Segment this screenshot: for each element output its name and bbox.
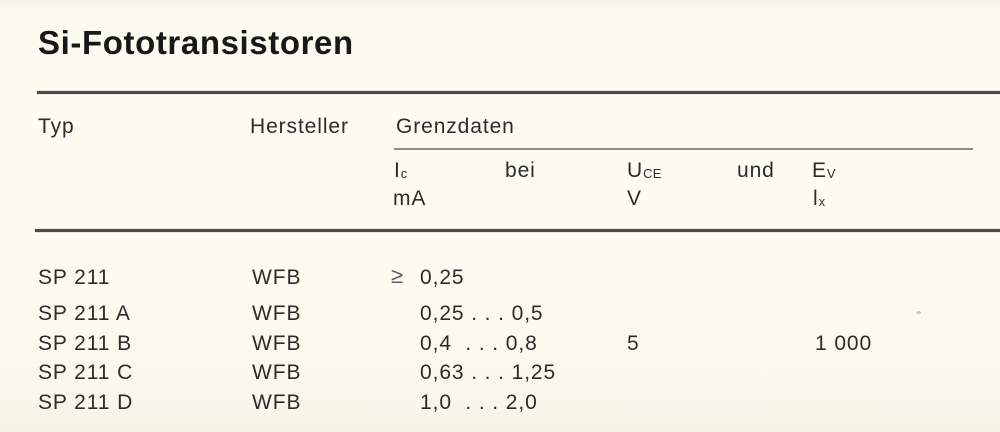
subheader-ev-symbol: EV — [812, 158, 836, 184]
ic-subscript: c — [400, 166, 408, 181]
unit-volt: V — [627, 187, 642, 210]
scan-speck — [916, 311, 921, 314]
cell-typ: SP 211 — [38, 266, 111, 289]
unit-ma: mA — [393, 187, 427, 210]
cell-hersteller: WFB — [252, 266, 302, 289]
lux-base: l — [813, 187, 819, 210]
header-divider-rule — [35, 229, 1000, 232]
cell-hersteller: WFB — [252, 332, 302, 355]
table-row: SP 211 D WFB 1,0 . . . 2,0 — [0, 390, 1000, 416]
cell-typ: SP 211 B — [38, 332, 132, 355]
cell-typ: SP 211 C — [38, 361, 134, 384]
subheader-und: und — [737, 159, 775, 182]
uce-subscript: CE — [643, 166, 662, 181]
lux-subscript: x — [818, 194, 826, 209]
ic-base: I — [394, 159, 401, 182]
ev-subscript: V — [826, 166, 836, 181]
greater-equal-symbol: ≥ — [391, 263, 404, 288]
table-row: SP 211 WFB ≥0,25 — [0, 263, 1000, 291]
cell-uce: 5 — [627, 332, 640, 355]
title-divider-rule — [37, 91, 1000, 94]
uce-base: U — [627, 159, 644, 182]
cell-ic: 0,4 . . . 0,8 — [420, 332, 538, 355]
cell-ic: ≥0,25 — [391, 263, 465, 291]
cell-ic: 0,63 . . . 1,25 — [420, 361, 557, 384]
ic-value: 0,25 — [420, 266, 465, 289]
cell-typ: SP 211 D — [38, 391, 134, 414]
cell-hersteller: WFB — [252, 391, 302, 414]
grenzdaten-underline-rule — [394, 148, 973, 150]
cell-hersteller: WFB — [252, 361, 302, 384]
subheader-ic-symbol: Ic — [394, 158, 408, 184]
column-header-typ: Typ — [38, 115, 75, 138]
cell-typ: SP 211 A — [38, 302, 131, 325]
column-header-grenzdaten: Grenzdaten — [396, 115, 515, 138]
table-row: SP 211 B WFB 0,4 . . . 0,8 5 1 000 — [0, 331, 1000, 357]
column-header-hersteller: Hersteller — [250, 115, 349, 138]
cell-hersteller: WFB — [252, 302, 302, 325]
cell-ev: 1 000 — [815, 332, 873, 355]
cell-ic: 0,25 . . . 0,5 — [420, 302, 544, 325]
subheader-bei: bei — [505, 159, 536, 182]
table-row: SP 211 C WFB 0,63 . . . 1,25 — [0, 360, 1000, 386]
page-title: Si-Fototransistoren — [38, 24, 354, 61]
subheader-uce-symbol: UCE — [627, 158, 662, 184]
ev-base: E — [812, 159, 827, 182]
table-row: SP 211 A WFB 0,25 . . . 0,5 — [0, 301, 1000, 327]
unit-lux: lx — [813, 186, 825, 212]
cell-ic: 1,0 . . . 2,0 — [420, 391, 538, 414]
